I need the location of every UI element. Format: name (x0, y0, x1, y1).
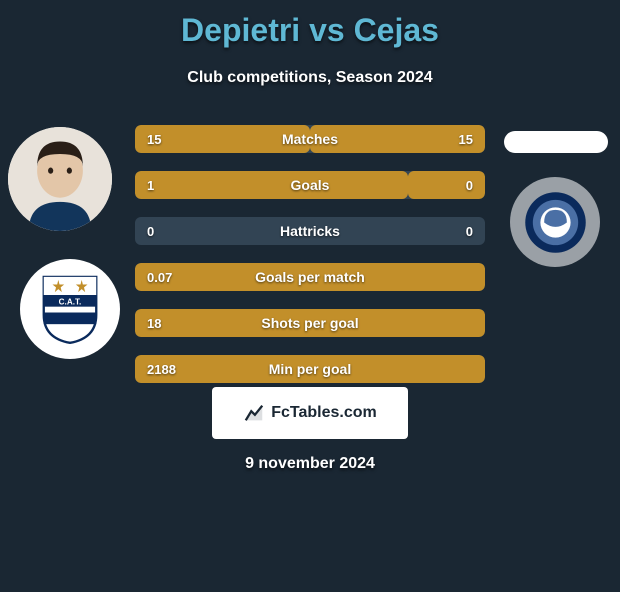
stat-row: 1515Matches (135, 125, 485, 153)
club-badge-left: C.A.T. (20, 259, 120, 359)
player-left-avatar (8, 127, 112, 231)
stat-label: Hattricks (135, 217, 485, 245)
stat-row: 2188Min per goal (135, 355, 485, 383)
player-right-avatar (504, 131, 608, 153)
stat-row: 18Shots per goal (135, 309, 485, 337)
stats-bars: 1515Matches 10Goals 00Hattricks 0.07Goals p… (135, 125, 485, 401)
brand-text: FcTables.com (271, 404, 377, 422)
stat-row: 0.07Goals per match (135, 263, 485, 291)
subtitle: Club competitions, Season 2024 (0, 69, 620, 87)
stat-row: 00Hattricks (135, 217, 485, 245)
club-badge-right (510, 177, 600, 267)
page-title: Depietri vs Cejas (0, 12, 620, 49)
stat-label: Shots per goal (135, 309, 485, 337)
stat-label: Min per goal (135, 355, 485, 383)
chart-icon (243, 402, 265, 424)
svg-text:C.A.T.: C.A.T. (59, 297, 82, 306)
stat-label: Goals (135, 171, 485, 199)
stat-label: Goals per match (135, 263, 485, 291)
footer-date: 9 november 2024 (0, 455, 620, 473)
stat-label: Matches (135, 125, 485, 153)
stat-row: 10Goals (135, 171, 485, 199)
